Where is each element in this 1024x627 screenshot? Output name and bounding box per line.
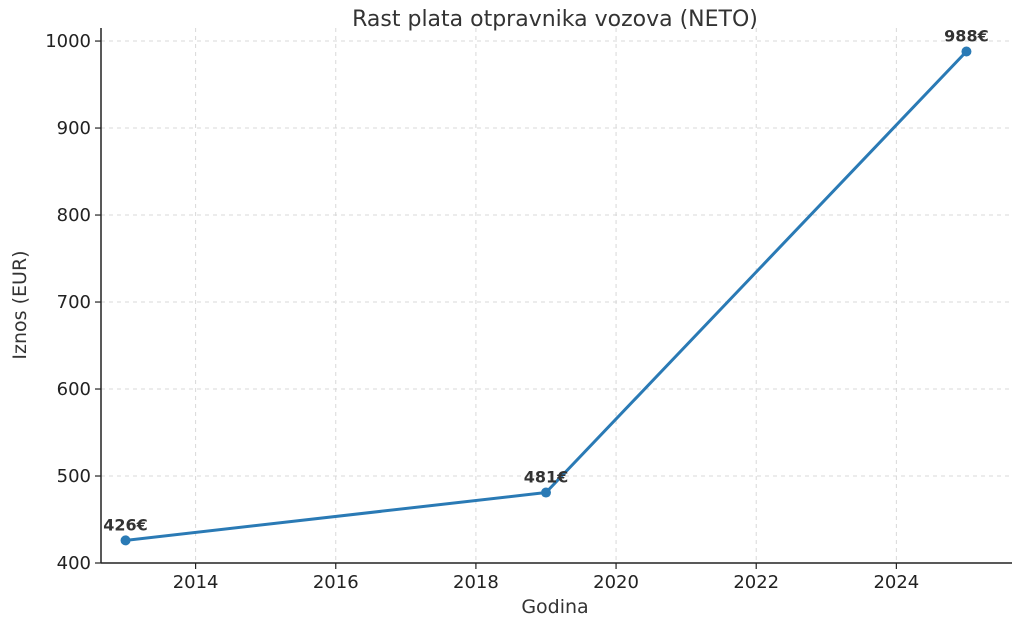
x-tick-label: 2016 bbox=[313, 572, 359, 593]
data-label: 426€ bbox=[103, 515, 148, 534]
x-tick-label: 2022 bbox=[733, 572, 779, 593]
y-tick-label: 700 bbox=[57, 292, 91, 313]
x-tick-label: 2024 bbox=[873, 572, 919, 593]
x-axis-label: Godina bbox=[521, 596, 588, 618]
data-point bbox=[120, 535, 131, 546]
axes bbox=[100, 28, 1012, 564]
x-tick-label: 2020 bbox=[593, 572, 639, 593]
data-label: 988€ bbox=[944, 26, 989, 45]
data-label: 481€ bbox=[524, 468, 569, 487]
y-tick-label: 900 bbox=[57, 118, 91, 139]
data-point bbox=[961, 46, 972, 57]
x-tick-label: 2018 bbox=[453, 572, 499, 593]
y-tick-label: 400 bbox=[57, 553, 91, 574]
data-point bbox=[540, 487, 551, 498]
series: 426€ 481€ 988€ bbox=[103, 26, 989, 546]
y-tick-label: 500 bbox=[57, 466, 91, 487]
y-axis-label: Iznos (EUR) bbox=[9, 250, 31, 359]
ticks: 400 500 600 700 800 900 1000 2014 2016 2018 2020 20… bbox=[45, 31, 919, 593]
grid bbox=[101, 28, 1012, 564]
y-tick-label: 1000 bbox=[45, 31, 91, 52]
y-tick-label: 600 bbox=[57, 379, 91, 400]
x-tick-label: 2014 bbox=[173, 572, 219, 593]
chart-title: Rast plata otpravnika vozova (NETO) bbox=[352, 7, 758, 32]
y-tick-label: 800 bbox=[57, 205, 91, 226]
